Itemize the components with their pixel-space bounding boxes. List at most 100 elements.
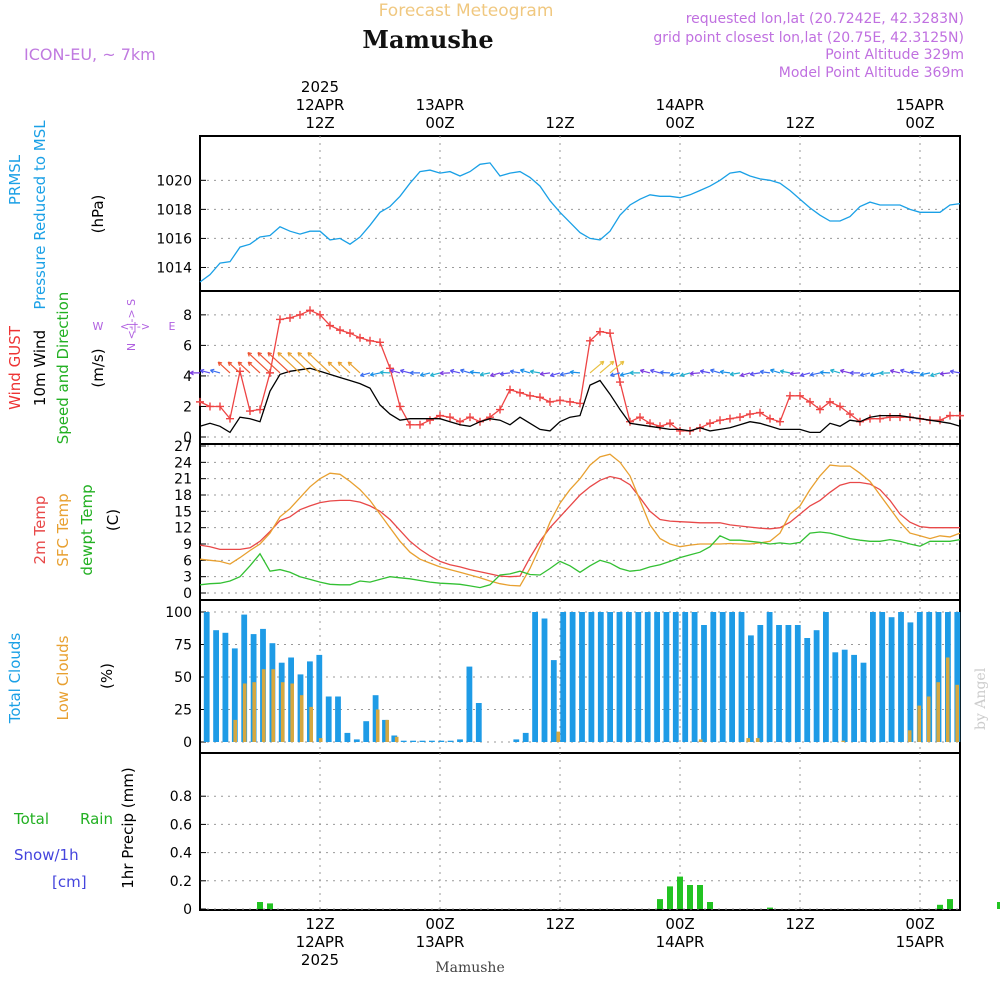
wind-arrow bbox=[459, 368, 471, 374]
wind-arrow bbox=[819, 370, 831, 376]
ytick-label: 0.4 bbox=[170, 846, 192, 862]
gust-point bbox=[776, 417, 784, 426]
wind-arrow bbox=[659, 370, 671, 376]
wind-arrow bbox=[257, 352, 281, 374]
cloud-bar bbox=[879, 612, 886, 742]
cloud-bar bbox=[804, 638, 811, 742]
wind-arrow bbox=[509, 369, 521, 375]
gust-point bbox=[606, 329, 614, 338]
model-altitude: Model Point Altitude 369m bbox=[779, 65, 964, 81]
cloud-bar bbox=[635, 612, 642, 742]
ytick-label: 0 bbox=[183, 902, 192, 918]
cloud-bar bbox=[532, 612, 538, 742]
wind-arrow bbox=[559, 371, 571, 377]
ytick-label: 75 bbox=[174, 638, 192, 654]
wind-arrow bbox=[327, 361, 341, 374]
ylabel-2m-temp: 2m Temp bbox=[31, 496, 49, 565]
wind-arrow bbox=[709, 368, 721, 374]
wind-arrow bbox=[359, 372, 371, 378]
ytick-label: 12 bbox=[174, 521, 192, 537]
gust-point bbox=[556, 396, 564, 405]
top-axis-hour: 00Z bbox=[425, 114, 454, 132]
wind-arrow bbox=[759, 369, 771, 375]
cloud-bar bbox=[541, 618, 548, 742]
gust-point bbox=[826, 397, 834, 406]
cloud-bar bbox=[755, 738, 760, 742]
wind-arrow bbox=[609, 372, 621, 378]
bottom-axis-hour: 12Z bbox=[785, 915, 814, 933]
gust-point bbox=[356, 333, 364, 342]
ylabel-prmsl: PRMSL bbox=[6, 154, 24, 205]
top-axis-date: 13APR bbox=[416, 96, 465, 114]
product-title: Forecast Meteogram bbox=[379, 1, 554, 21]
cloud-bar bbox=[785, 625, 792, 742]
gust-point bbox=[376, 338, 384, 347]
ytick-label: 0.2 bbox=[170, 874, 192, 890]
wind-arrow bbox=[919, 371, 931, 377]
ylabel-dewpt-temp: dewpt Temp bbox=[78, 484, 96, 575]
series-dewpt-temp bbox=[199, 531, 961, 589]
bottom-axis-year: 2025 bbox=[301, 951, 339, 969]
wind-arrow bbox=[519, 368, 531, 374]
precip-bar bbox=[707, 902, 713, 909]
gust-point bbox=[426, 416, 434, 425]
cloud-bar bbox=[550, 660, 557, 742]
gust-point bbox=[516, 388, 524, 397]
cloud-bar bbox=[299, 695, 304, 742]
gust-point bbox=[786, 391, 794, 400]
gust-point bbox=[446, 413, 454, 422]
wind-arrow bbox=[237, 361, 251, 374]
wind-arrow bbox=[669, 372, 681, 377]
gust-point bbox=[806, 397, 814, 406]
cloud-bar bbox=[776, 625, 782, 742]
cloud-bar bbox=[851, 654, 857, 742]
cloud-bar bbox=[738, 612, 745, 742]
series-2m-temp bbox=[199, 475, 960, 578]
cloud-bar bbox=[698, 739, 703, 742]
ylabel-precip: 1hr Precip (mm) bbox=[119, 767, 137, 888]
gust-point bbox=[286, 313, 294, 322]
cloud-bar bbox=[318, 738, 323, 742]
compass-ns: N <-|-> S bbox=[125, 299, 138, 351]
ylabel-unit-ms: (m/s) bbox=[89, 348, 107, 387]
ytick-label: 2 bbox=[183, 399, 192, 415]
cloud-bar bbox=[841, 740, 845, 742]
cloud-bar bbox=[290, 683, 294, 742]
wind-arrow bbox=[849, 370, 861, 376]
gust-point bbox=[416, 420, 424, 429]
wind-arrow bbox=[619, 372, 631, 377]
cloud-bar bbox=[438, 740, 445, 742]
ytick-label: 0 bbox=[183, 586, 192, 602]
gust-point bbox=[216, 402, 224, 411]
gust-point bbox=[306, 306, 314, 315]
wind-arrow bbox=[529, 369, 541, 375]
cloud-bar bbox=[823, 612, 829, 742]
cloud-bar bbox=[926, 612, 933, 742]
wind-arrow bbox=[869, 372, 881, 377]
precip-bar bbox=[997, 902, 1000, 909]
wind-arrow bbox=[839, 368, 851, 374]
cloud-bar bbox=[907, 730, 912, 742]
cloud-bar bbox=[936, 682, 940, 742]
series-line bbox=[199, 162, 961, 283]
series-line bbox=[199, 453, 961, 587]
gust-point bbox=[546, 397, 554, 406]
wind-arrow bbox=[779, 369, 791, 374]
cloud-bar bbox=[309, 706, 313, 742]
bottom-axis-date: 15APR bbox=[896, 933, 945, 951]
wind-direction-arrows bbox=[189, 352, 961, 378]
top-axis-date: 15APR bbox=[896, 96, 945, 114]
cloud-bar bbox=[513, 739, 520, 742]
wind-arrow bbox=[247, 361, 261, 374]
bottom-axis-date: 12APR bbox=[296, 933, 345, 951]
cloud-bar bbox=[766, 612, 773, 742]
cloud-bar bbox=[898, 612, 904, 742]
gust-point bbox=[406, 420, 414, 429]
ytick-label: 6 bbox=[183, 553, 192, 569]
wind-arrow bbox=[599, 360, 615, 374]
bottom-axis-date: 13APR bbox=[416, 933, 465, 951]
gust-point bbox=[486, 413, 494, 422]
top-axis-hour: 00Z bbox=[665, 114, 694, 132]
cloud-bar bbox=[569, 612, 576, 742]
series-line bbox=[199, 475, 960, 578]
